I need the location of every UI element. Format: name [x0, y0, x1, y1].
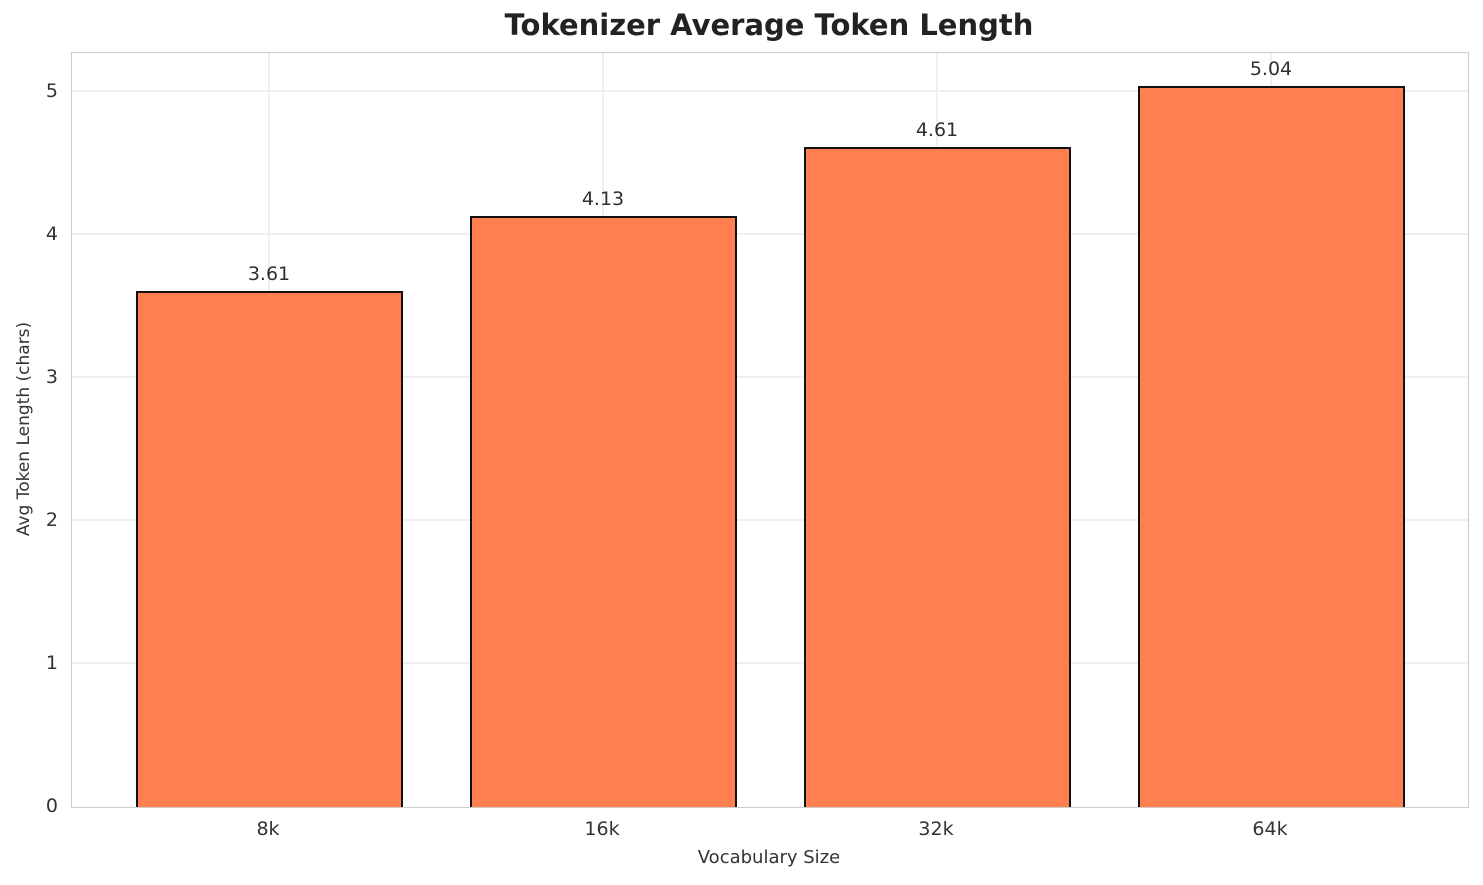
bar-value-label: 4.13	[581, 188, 625, 211]
chart-title: Tokenizer Average Token Length	[504, 8, 1034, 42]
x-tick-label-16k: 16k	[584, 818, 620, 840]
bar-value-label: 5.04	[1249, 57, 1293, 80]
h-gridline	[72, 662, 1468, 664]
x-tick-label-8k: 8k	[256, 818, 280, 840]
y-tick-label: 1	[45, 651, 58, 674]
bar-64k	[1137, 85, 1405, 807]
x-axis-title: Vocabulary Size	[697, 847, 841, 868]
h-gridline	[72, 90, 1468, 92]
y-tick-label: 3	[45, 365, 58, 388]
h-gridline	[72, 519, 1468, 521]
y-tick-label: 4	[45, 222, 58, 245]
bar-16k	[469, 216, 737, 807]
plot-area: 3.61 4.13 4.61 5.04	[71, 52, 1469, 808]
h-gridline	[72, 376, 1468, 378]
x-tick-label-32k: 32k	[918, 818, 954, 840]
y-axis-title: Avg Token Length (chars)	[14, 321, 34, 537]
x-tick-label-64k: 64k	[1252, 818, 1288, 840]
y-tick-label: 2	[45, 508, 58, 531]
bar-value-label: 4.61	[915, 119, 959, 142]
bar-value-label: 3.61	[247, 262, 291, 285]
h-gridline	[72, 233, 1468, 235]
y-tick-label: 0	[45, 795, 58, 817]
bar-8k	[135, 290, 403, 807]
bar-32k	[803, 147, 1071, 807]
y-tick-label: 5	[45, 79, 58, 102]
